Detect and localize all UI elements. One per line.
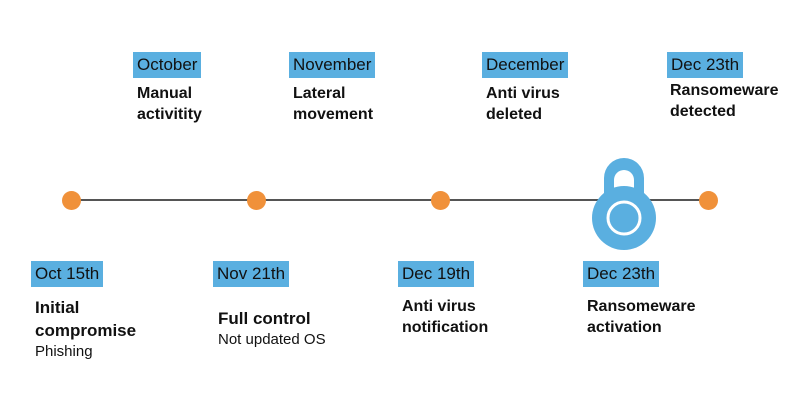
timeline-dot [431,191,450,210]
event-date-tag: Nov 21th [213,261,290,287]
event-date-tag: Dec 19th [398,261,475,287]
event-title: Ransomeware [670,82,779,99]
event-title: deleted [486,106,543,123]
event-date-tag: Oct 15th [31,261,104,287]
event-detail: Phishing [35,343,93,360]
event-title: detected [670,103,736,120]
event-title: notification [402,319,489,336]
event-title: Initial [35,298,80,317]
event-title: Ransomeware [587,298,696,315]
timeline-axis [72,199,709,201]
timeline-dot [699,191,718,210]
event-date-tag: Dec 23th [583,261,660,287]
event-date-tag: November [289,52,376,78]
event-date-tag: October [133,52,202,78]
event-title: activitity [137,106,202,123]
timeline-dot [247,191,266,210]
event-title: Anti virus [486,85,560,102]
event-detail: Not updated OS [218,331,326,348]
event-title: compromise [35,321,137,340]
event-title: movement [293,106,374,123]
event-title: Lateral [293,85,346,102]
event-title: Manual [137,85,193,102]
event-title: Anti virus [402,298,476,315]
event-date-tag: Dec 23th [667,52,744,78]
event-title: Full control [218,309,311,328]
padlock-icon [592,158,656,250]
event-title: activation [587,319,662,336]
timeline-dot [62,191,81,210]
event-date-tag: December [482,52,569,78]
